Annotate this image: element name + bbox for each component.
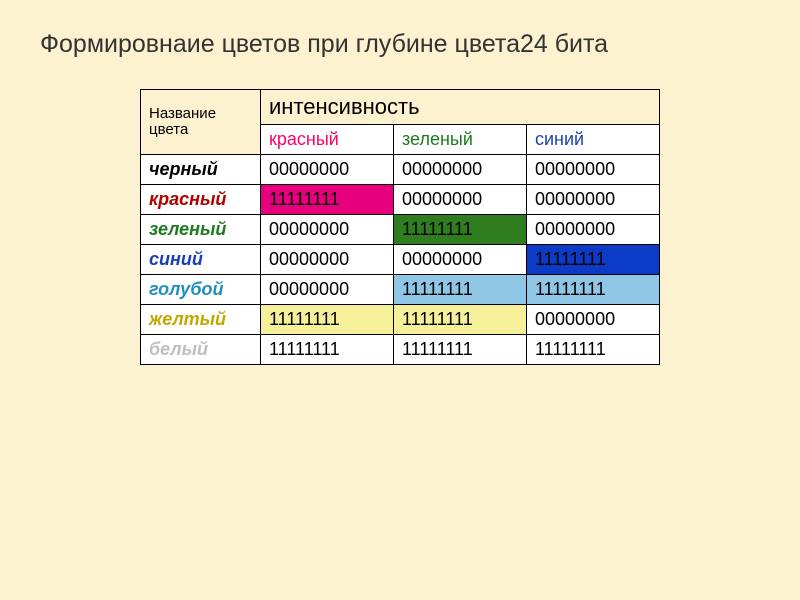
row-value: 11111111 — [527, 275, 660, 305]
row-value: 00000000 — [261, 275, 394, 305]
row-value: 00000000 — [261, 215, 394, 245]
row-value: 11111111 — [261, 305, 394, 335]
row-value: 00000000 — [527, 215, 660, 245]
header-name-label: Название цвета — [141, 90, 261, 155]
header-channel-blue: синий — [527, 125, 660, 155]
header-channel-green: зеленый — [394, 125, 527, 155]
table-row: зеленый000000001111111100000000 — [141, 215, 660, 245]
header-channel-red: красный — [261, 125, 394, 155]
row-value: 11111111 — [261, 185, 394, 215]
table-row: голубой000000001111111111111111 — [141, 275, 660, 305]
table-body: черный000000000000000000000000красный111… — [141, 155, 660, 365]
row-value: 00000000 — [394, 155, 527, 185]
row-value: 00000000 — [527, 155, 660, 185]
row-value: 11111111 — [527, 335, 660, 365]
color-table: Название цвета интенсивность красный зел… — [140, 89, 660, 365]
table-row: синий000000000000000011111111 — [141, 245, 660, 275]
table-row: черный000000000000000000000000 — [141, 155, 660, 185]
page-title: Формировнаие цветов при глубине цвета24 … — [40, 30, 760, 59]
row-value: 00000000 — [527, 305, 660, 335]
table-row: желтый111111111111111100000000 — [141, 305, 660, 335]
row-value: 00000000 — [394, 245, 527, 275]
row-value: 11111111 — [527, 245, 660, 275]
slide: Формировнаие цветов при глубине цвета24 … — [0, 0, 800, 600]
table-row: белый111111111111111111111111 — [141, 335, 660, 365]
table-row: красный111111110000000000000000 — [141, 185, 660, 215]
row-value: 00000000 — [394, 185, 527, 215]
row-value: 11111111 — [394, 275, 527, 305]
table-header-row-1: Название цвета интенсивность — [141, 90, 660, 125]
row-name: голубой — [141, 275, 261, 305]
row-value: 11111111 — [394, 335, 527, 365]
row-value: 00000000 — [261, 155, 394, 185]
row-name: желтый — [141, 305, 261, 335]
row-name: белый — [141, 335, 261, 365]
row-name: зеленый — [141, 215, 261, 245]
row-value: 11111111 — [394, 215, 527, 245]
row-name: красный — [141, 185, 261, 215]
row-value: 00000000 — [261, 245, 394, 275]
row-value: 00000000 — [527, 185, 660, 215]
row-value: 11111111 — [394, 305, 527, 335]
header-intensity-label: интенсивность — [261, 90, 660, 125]
row-name: черный — [141, 155, 261, 185]
row-name: синий — [141, 245, 261, 275]
row-value: 11111111 — [261, 335, 394, 365]
